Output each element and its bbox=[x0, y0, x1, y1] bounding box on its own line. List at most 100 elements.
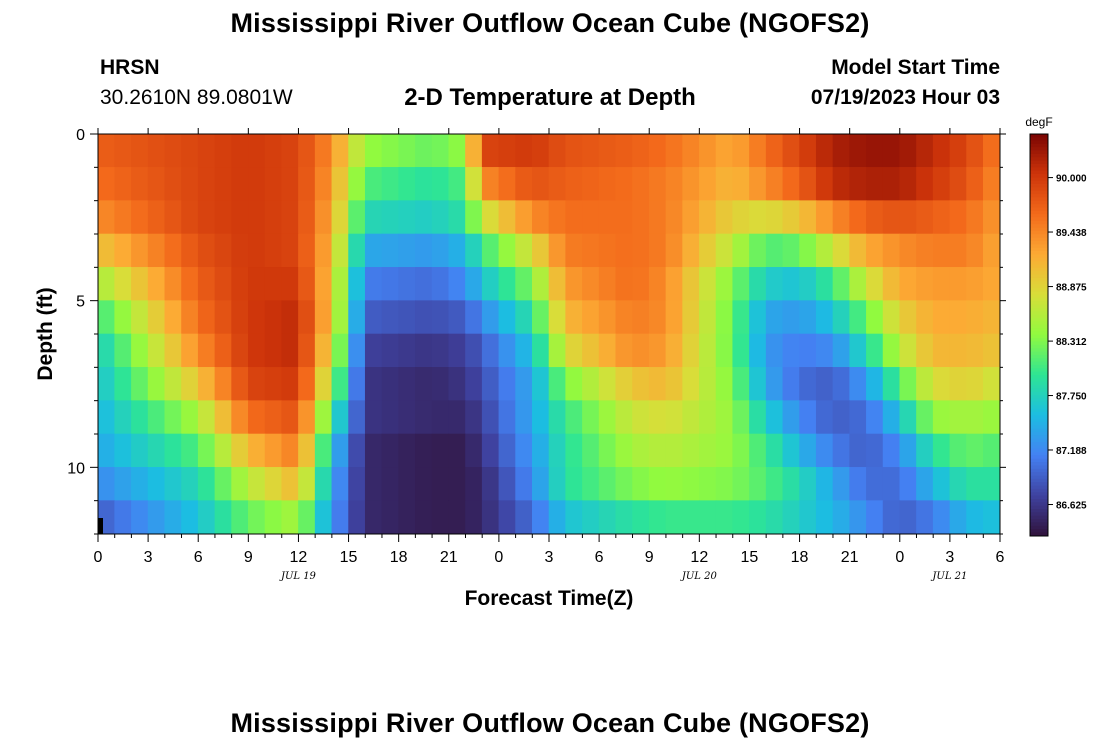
colorbar-segment bbox=[1030, 153, 1048, 158]
heatmap-cell bbox=[983, 367, 1001, 401]
colorbar-segment bbox=[1030, 220, 1048, 225]
heatmap-cell bbox=[832, 200, 850, 235]
heatmap-cell bbox=[481, 433, 500, 468]
heatmap-cell bbox=[665, 467, 683, 501]
heatmap-cell bbox=[415, 400, 433, 435]
heatmap-cell bbox=[97, 333, 115, 368]
heatmap-cell bbox=[331, 333, 349, 368]
heatmap-cell bbox=[181, 200, 199, 235]
heatmap-cell bbox=[765, 300, 784, 335]
heatmap-cell bbox=[515, 467, 533, 501]
heatmap-cell bbox=[197, 467, 216, 501]
heatmap-cell bbox=[264, 500, 283, 535]
colorbar-segment bbox=[1030, 358, 1048, 362]
heatmap-cell bbox=[314, 467, 333, 501]
colorbar-segment bbox=[1030, 297, 1048, 302]
heatmap-cell bbox=[281, 467, 299, 501]
heatmap-cell bbox=[749, 267, 767, 301]
heatmap-cell bbox=[966, 333, 984, 368]
heatmap-cell bbox=[532, 200, 550, 235]
heatmap-cell bbox=[532, 433, 550, 468]
heatmap-cell bbox=[648, 400, 667, 435]
colorbar-segment bbox=[1030, 452, 1048, 456]
heatmap-cell bbox=[114, 167, 132, 201]
colorbar-segment bbox=[1030, 180, 1048, 185]
heatmap-cell bbox=[97, 167, 115, 201]
heatmap-cell bbox=[866, 467, 884, 501]
heatmap-cell bbox=[732, 467, 750, 501]
heatmap-cell bbox=[448, 133, 466, 168]
colorbar-segment bbox=[1030, 405, 1048, 409]
heatmap-cell bbox=[882, 233, 901, 268]
heatmap-cell bbox=[448, 267, 466, 301]
heatmap-cell bbox=[231, 467, 249, 501]
heatmap-cell bbox=[799, 267, 817, 301]
heatmap-cell bbox=[648, 467, 667, 501]
heatmap-cell bbox=[97, 200, 115, 235]
heatmap-cell bbox=[648, 300, 667, 335]
colorbar-segment bbox=[1030, 492, 1048, 496]
heatmap-cell bbox=[983, 500, 1001, 535]
station-name: HRSN bbox=[100, 56, 160, 79]
heatmap-cell bbox=[699, 300, 717, 335]
heatmap-cell bbox=[665, 200, 683, 235]
heatmap-cell bbox=[481, 333, 500, 368]
heatmap-cell bbox=[565, 133, 583, 168]
colorbar-segment bbox=[1030, 371, 1048, 376]
heatmap-cell bbox=[164, 467, 182, 501]
heatmap-cell bbox=[515, 500, 533, 535]
heatmap-cell bbox=[231, 433, 249, 468]
colorbar-segment bbox=[1030, 207, 1048, 212]
heatmap-cell bbox=[364, 267, 383, 301]
heatmap-cell bbox=[515, 233, 533, 268]
heatmap-cell bbox=[398, 333, 416, 368]
colorbar-segment bbox=[1030, 334, 1048, 339]
heatmap-cell bbox=[749, 133, 767, 168]
heatmap-cell bbox=[548, 367, 566, 401]
colorbar-segment bbox=[1030, 458, 1048, 463]
heatmap-cell bbox=[815, 433, 834, 468]
heatmap-cell bbox=[331, 267, 349, 301]
heatmap-cell bbox=[164, 267, 182, 301]
heatmap-cell bbox=[298, 433, 316, 468]
heatmap-cell bbox=[966, 300, 984, 335]
heatmap-cell bbox=[815, 300, 834, 335]
heatmap-cell bbox=[815, 167, 834, 201]
heatmap-cell bbox=[565, 167, 583, 201]
heatmap-cell bbox=[565, 333, 583, 368]
x-tick-label: 21 bbox=[841, 549, 859, 566]
heatmap-cell bbox=[298, 467, 316, 501]
heatmap-cell bbox=[899, 467, 917, 501]
heatmap-cell bbox=[415, 433, 433, 468]
heatmap-cell bbox=[765, 333, 784, 368]
heatmap-cell bbox=[799, 300, 817, 335]
date-label: JUL 20 bbox=[680, 571, 718, 582]
heatmap-cell bbox=[966, 200, 984, 235]
heatmap-cell bbox=[916, 467, 934, 501]
heatmap-cell bbox=[832, 267, 850, 301]
heatmap-cell bbox=[598, 300, 617, 335]
heatmap-cell bbox=[916, 300, 934, 335]
heatmap-cell bbox=[181, 333, 199, 368]
heatmap-cell bbox=[532, 233, 550, 268]
heatmap-cell bbox=[882, 267, 901, 301]
heatmap-cell bbox=[899, 333, 917, 368]
chart-title-bottom: Mississippi River Outflow Ocean Cube (NG… bbox=[230, 708, 870, 738]
heatmap-cell bbox=[431, 233, 450, 268]
heatmap-cell bbox=[114, 233, 132, 268]
heatmap-cell bbox=[815, 467, 834, 501]
heatmap-cell bbox=[582, 433, 600, 468]
heatmap-cell bbox=[916, 200, 934, 235]
heatmap-cell bbox=[682, 400, 700, 435]
heatmap-cell bbox=[264, 400, 283, 435]
heatmap-cell bbox=[331, 367, 349, 401]
heatmap-cell bbox=[732, 233, 750, 268]
heatmap-cell bbox=[431, 200, 450, 235]
heatmap-cell bbox=[398, 367, 416, 401]
heatmap-cell bbox=[699, 400, 717, 435]
heatmap-cell bbox=[565, 400, 583, 435]
heatmap-cell bbox=[932, 300, 951, 335]
heatmap-cell bbox=[415, 200, 433, 235]
heatmap-cell bbox=[749, 167, 767, 201]
